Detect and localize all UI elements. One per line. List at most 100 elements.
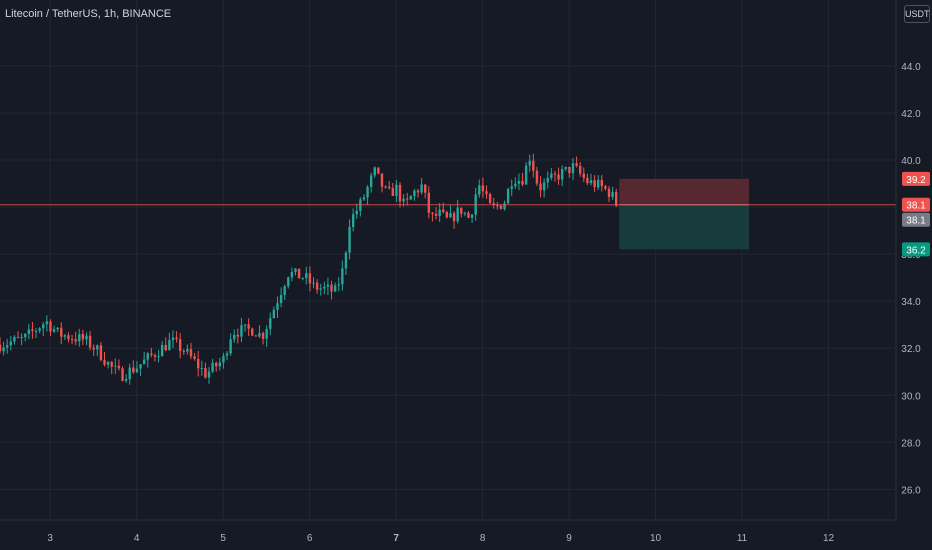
candle-body bbox=[88, 335, 92, 348]
candle-body bbox=[499, 205, 503, 210]
x-tick-label: 9 bbox=[566, 533, 572, 544]
candle-body bbox=[24, 334, 27, 338]
candle-body bbox=[92, 347, 95, 350]
candle-body bbox=[34, 330, 38, 332]
candle-body bbox=[215, 362, 218, 367]
candle-body bbox=[366, 186, 369, 198]
candle-body bbox=[319, 288, 322, 290]
candle-body bbox=[16, 337, 20, 339]
candle-body bbox=[31, 329, 34, 332]
candle-body bbox=[265, 328, 268, 339]
candle-body bbox=[132, 367, 135, 373]
candle-body bbox=[225, 353, 229, 356]
candle-body bbox=[344, 252, 348, 269]
candle-body bbox=[460, 207, 463, 214]
candle-body bbox=[478, 185, 481, 195]
x-tick-label: 4 bbox=[134, 533, 140, 544]
candle-body bbox=[607, 188, 611, 197]
candle-body bbox=[207, 371, 211, 378]
candle-body bbox=[164, 344, 167, 351]
candle-body bbox=[553, 173, 557, 175]
candle-body bbox=[63, 335, 67, 337]
candle-body bbox=[550, 173, 553, 179]
y-tick-label: 28.0 bbox=[901, 438, 921, 449]
candle-body bbox=[560, 169, 564, 180]
candle-body bbox=[578, 165, 582, 174]
candle-body bbox=[492, 203, 495, 206]
candle-body bbox=[369, 175, 373, 187]
candle-body bbox=[413, 190, 416, 196]
candle-body bbox=[261, 332, 265, 339]
y-tick-label: 42.0 bbox=[901, 109, 921, 120]
position-zones bbox=[619, 178, 749, 250]
candle-body bbox=[539, 183, 542, 191]
candle-body bbox=[178, 339, 182, 351]
candle-body bbox=[420, 184, 423, 193]
chart-grid bbox=[0, 0, 896, 520]
x-tick-label: 11 bbox=[737, 533, 748, 544]
candle-body bbox=[9, 341, 13, 346]
candle-body bbox=[168, 340, 171, 351]
entry-price-tag bbox=[902, 212, 930, 227]
candle-body bbox=[175, 337, 178, 340]
candle-body bbox=[384, 186, 387, 188]
candle-body bbox=[74, 339, 77, 342]
candle-body bbox=[402, 198, 405, 202]
candle-body bbox=[142, 359, 146, 365]
candle-body bbox=[341, 268, 344, 285]
candle-body bbox=[6, 345, 9, 348]
candle-body bbox=[2, 347, 5, 352]
candle-body bbox=[96, 345, 99, 350]
candle-body bbox=[150, 353, 153, 356]
candle-body bbox=[70, 339, 74, 341]
candle-body bbox=[427, 192, 431, 213]
take-profit-zone bbox=[619, 204, 749, 250]
candle-body bbox=[254, 335, 258, 337]
y-tick-label: 34.0 bbox=[901, 297, 921, 308]
candle-body bbox=[240, 325, 243, 337]
candle-body bbox=[596, 179, 600, 188]
candle-body bbox=[81, 334, 85, 340]
candle-body bbox=[506, 188, 510, 204]
y-tick-label: 40.0 bbox=[901, 156, 921, 167]
candle-body bbox=[297, 268, 301, 279]
axes: 26.028.030.032.034.036.038.040.042.044.0… bbox=[0, 0, 921, 544]
candle-body bbox=[575, 163, 578, 166]
candle-body bbox=[496, 205, 499, 207]
candle-body bbox=[99, 345, 103, 361]
candle-body bbox=[395, 184, 398, 196]
candle-body bbox=[535, 170, 539, 184]
candle-body bbox=[139, 364, 142, 369]
candle-body bbox=[13, 337, 16, 342]
candle-body bbox=[485, 191, 488, 194]
candle-body bbox=[600, 179, 604, 187]
x-tick-label: 7 bbox=[393, 533, 399, 544]
candle-body bbox=[283, 286, 286, 296]
candle-body bbox=[323, 286, 326, 289]
candle-body bbox=[377, 167, 380, 174]
candle-body bbox=[503, 203, 506, 210]
candle-body bbox=[409, 195, 413, 200]
candle-body bbox=[467, 212, 470, 218]
candle-body bbox=[387, 186, 391, 189]
candle-body bbox=[243, 324, 247, 326]
candle-body bbox=[315, 282, 319, 290]
x-tick-label: 5 bbox=[220, 533, 226, 544]
candle-body bbox=[564, 166, 567, 170]
candle-body bbox=[586, 177, 589, 184]
candle-body bbox=[272, 309, 276, 319]
candle-body bbox=[517, 181, 521, 184]
candle-body bbox=[56, 327, 59, 330]
candle-body bbox=[290, 272, 294, 278]
candle-body bbox=[157, 356, 160, 358]
currency-button[interactable]: USDT bbox=[904, 5, 930, 23]
candle-body bbox=[258, 332, 261, 337]
candle-body bbox=[470, 214, 474, 218]
candle-body bbox=[236, 334, 240, 337]
candle-body bbox=[200, 368, 204, 370]
y-tick-label: 32.0 bbox=[901, 344, 921, 355]
candle-body bbox=[568, 166, 571, 174]
candle-body bbox=[114, 365, 117, 367]
candle-body bbox=[351, 214, 355, 228]
